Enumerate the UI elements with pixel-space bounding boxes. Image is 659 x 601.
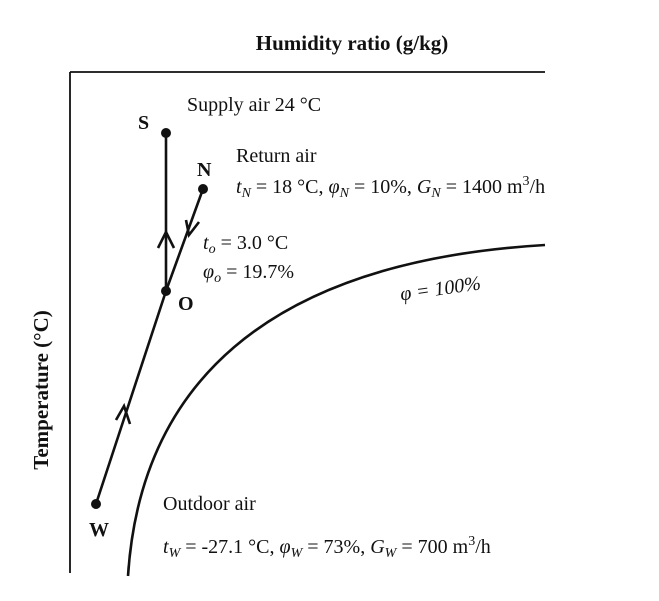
mix-temperature: to = 3.0 °C xyxy=(203,232,288,257)
outdoor-arrow xyxy=(114,402,132,425)
saturation-curve xyxy=(126,243,546,577)
point-s-label: S xyxy=(138,112,149,134)
point-s xyxy=(161,128,171,138)
point-w xyxy=(91,499,101,509)
top-axis-title: Humidity ratio (g/kg) xyxy=(256,31,449,55)
supply-air-label: Supply air 24 °C xyxy=(187,94,321,116)
point-n-label: N xyxy=(197,159,212,181)
left-axis-title: Temperature (°C) xyxy=(29,310,53,469)
point-w-label: W xyxy=(89,519,109,541)
return-arrow xyxy=(184,219,201,239)
mix-humidity: φo = 19.7% xyxy=(203,261,294,286)
return-air-conditions: tN = 18 °C, φN = 10%, GN = 1400 m3/h xyxy=(236,174,545,201)
return-to-mix-line xyxy=(164,188,205,292)
outdoor-to-mix-line xyxy=(94,290,168,505)
return-air-title: Return air xyxy=(236,145,317,167)
outdoor-air-title: Outdoor air xyxy=(163,493,256,515)
outdoor-air-conditions: tW = -27.1 °C, φW = 73%, GW = 700 m3/h xyxy=(163,534,491,561)
supply-arrow xyxy=(156,229,176,249)
point-n xyxy=(198,184,208,194)
saturation-label: φ = 100% xyxy=(399,272,483,305)
point-o-label: O xyxy=(178,293,194,315)
point-o xyxy=(161,286,171,296)
